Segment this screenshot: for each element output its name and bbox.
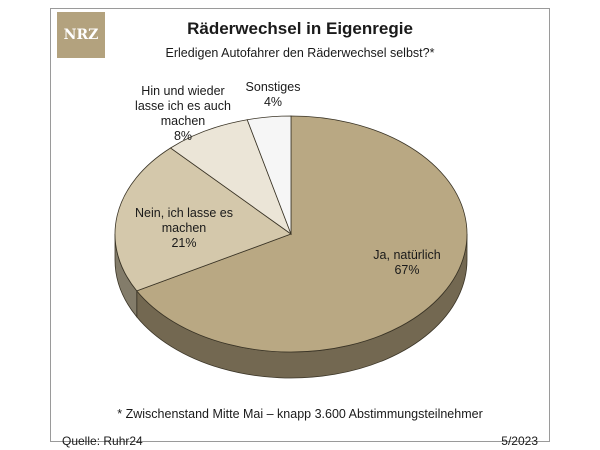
chart-frame: NRZ Räderwechsel in Eigenregie Erledigen… xyxy=(50,8,550,448)
pie-labels: Ja, natürlich 67% Nein, ich lasse es machen… xyxy=(135,80,441,277)
pie-slice-2 xyxy=(169,119,292,236)
pie-slice-1 xyxy=(114,147,292,292)
footnote: * Zwischenstand Mitte Mai – knapp 3.600 … xyxy=(117,407,483,421)
pie-chart: Ja, natürlich 67% Nein, ich lasse es machen… xyxy=(114,80,468,379)
pie-label-1: Nein, ich lasse es machen 21% xyxy=(135,206,233,250)
pie-slice-3 xyxy=(246,115,292,235)
pie-top xyxy=(114,115,468,353)
pie-label-3: Sonstiges 4% xyxy=(246,80,301,109)
chart-subtitle: Erledigen Autofahrer den Räderwechsel se… xyxy=(165,46,435,60)
nrz-logo: NRZ xyxy=(57,12,105,58)
chart-title: Räderwechsel in Eigenregie xyxy=(187,19,413,38)
pie-slice-0 xyxy=(136,115,468,353)
date-label: 5/2023 xyxy=(501,434,538,448)
source-label: Quelle: Ruhr24 xyxy=(62,434,143,448)
pie-label-0: Ja, natürlich 67% xyxy=(373,248,440,277)
pie-label-2: Hin und wieder lasse ich es auch machen 8% xyxy=(135,84,231,143)
